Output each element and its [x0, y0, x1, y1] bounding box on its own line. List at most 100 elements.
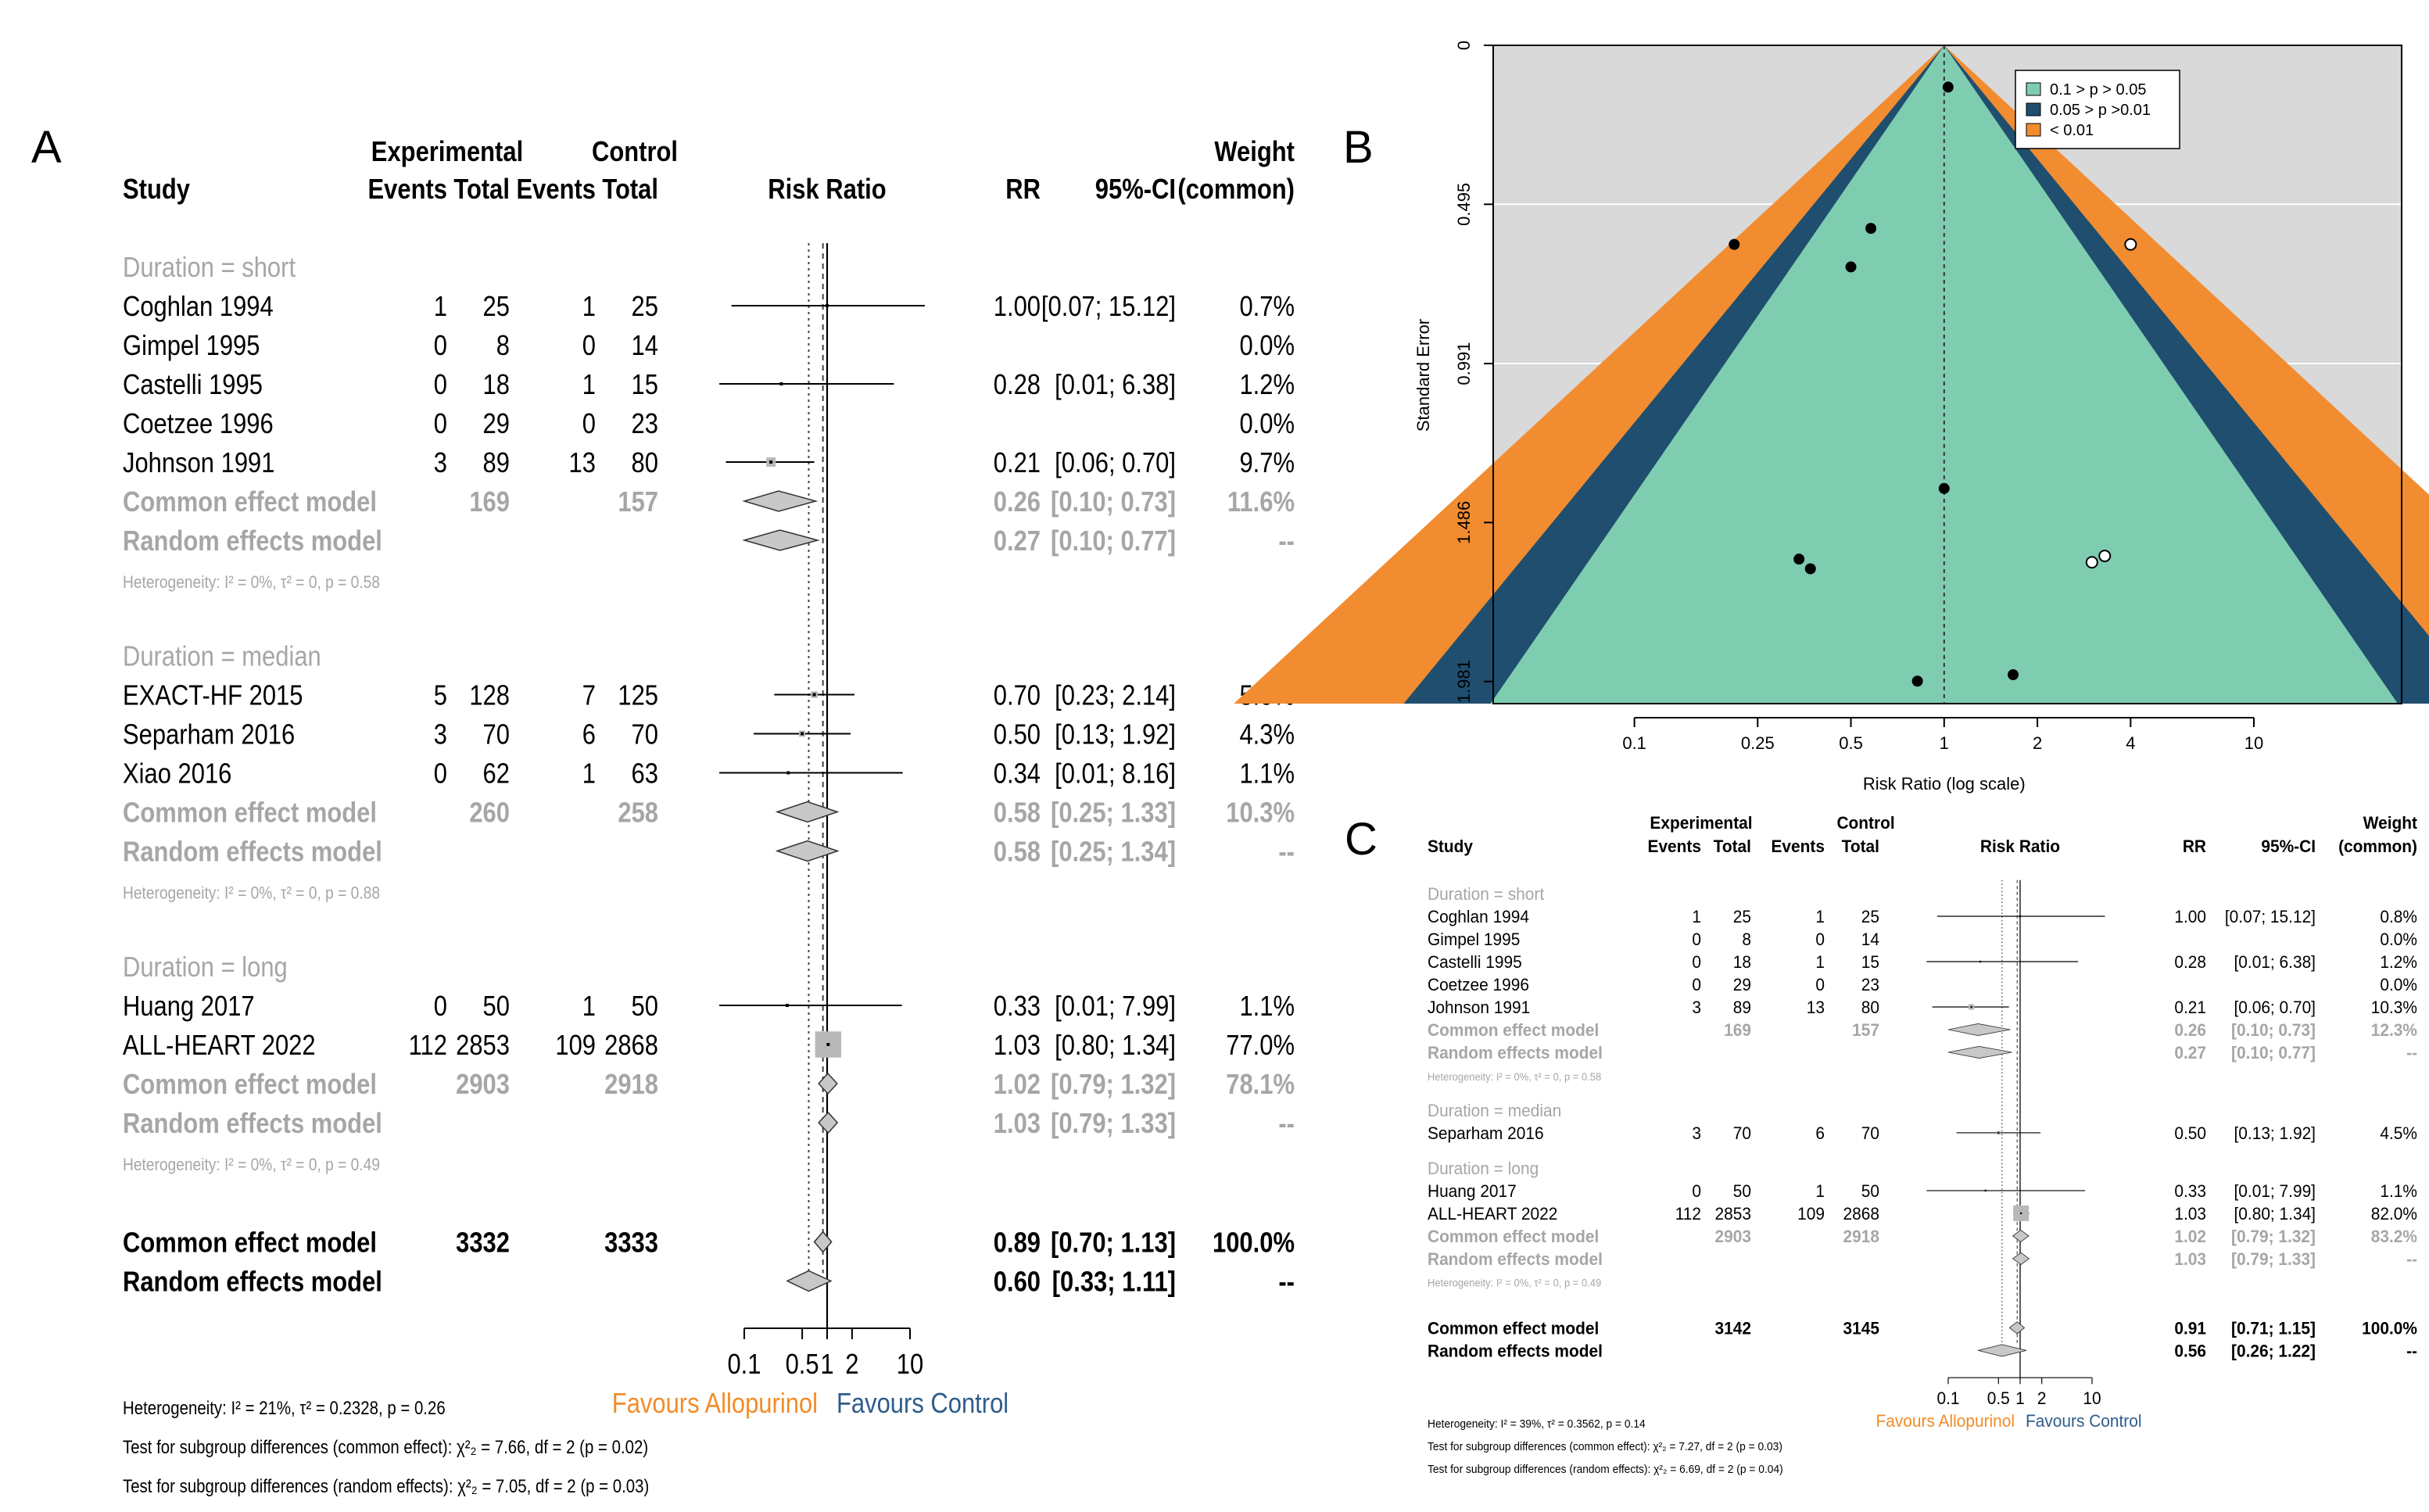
study-point [2020, 1212, 2022, 1215]
weight-value: 82.0% [2371, 1204, 2417, 1224]
header-events-ctl: Events [1772, 837, 1825, 857]
rr-value: 0.33 [2174, 1181, 2206, 1201]
ctl-total: 70 [632, 719, 658, 751]
rr-value: 0.50 [2174, 1123, 2206, 1143]
overall-ocommon-label: Common effect model [1428, 1319, 1599, 1338]
subgroup-weight: -- [1278, 526, 1295, 557]
overall-rr: 0.91 [2174, 1319, 2206, 1338]
study-point [1970, 1005, 1972, 1009]
ci-value: [0.06; 0.70] [1055, 448, 1176, 479]
subgroup-ci: [0.10; 0.73] [1051, 487, 1176, 518]
subgroup-heterogeneity: Heterogeneity: I² = 0%, τ² = 0, p = 0.88 [123, 883, 380, 903]
exp-events: 3 [434, 719, 447, 751]
random-label: Random effects model [123, 1109, 382, 1140]
y-tick-label: 0.495 [1454, 183, 1474, 226]
ctl-events: 6 [582, 719, 596, 751]
ctl-events: 109 [555, 1030, 596, 1062]
subgroup-title: Duration = short [1428, 884, 1544, 904]
x-tick-label: 2 [2037, 1388, 2047, 1408]
ci-value: [0.01; 7.99] [2234, 1181, 2316, 1201]
study-name: EXACT-HF 2015 [123, 680, 303, 711]
subgroup-title: Duration = long [123, 952, 288, 984]
ctl-events: 1 [582, 292, 596, 323]
header-events-exp: Events [368, 174, 447, 206]
exp-total: 89 [483, 448, 510, 479]
exp-events: 5 [434, 680, 447, 711]
subgroup-rr: 1.02 [2174, 1227, 2206, 1246]
exp-total: 128 [469, 680, 510, 711]
rr-value: 0.21 [994, 448, 1041, 479]
study-name: Johnson 1991 [1428, 998, 1530, 1017]
subgroup-ci: [0.25; 1.34] [1051, 837, 1176, 868]
subgroup-weight: -- [2406, 1249, 2417, 1269]
ctl-events: 1 [1815, 1181, 1825, 1201]
subgroup-rr: 1.03 [2174, 1249, 2206, 1269]
study-point [2008, 669, 2019, 681]
exp-events: 112 [1675, 1204, 1701, 1224]
x-axis-label: Risk Ratio (log scale) [1863, 774, 2026, 794]
study-point [1938, 482, 1950, 494]
ctl-total: 125 [618, 680, 658, 711]
header-events-exp: Events [1648, 837, 1702, 857]
ctl-events: 13 [569, 448, 596, 479]
legend-swatch [2026, 82, 2041, 96]
header-study: Study [1428, 837, 1473, 857]
favours-control: Favours Control [837, 1388, 1009, 1420]
header-rr: RR [2183, 837, 2207, 857]
ctl-events: 0 [1815, 930, 1825, 949]
exp-total: 18 [483, 370, 510, 401]
ctl-events: 1 [582, 370, 596, 401]
subgroup-exp-total: 260 [469, 797, 510, 829]
y-tick-label: 1.981 [1454, 660, 1474, 703]
ctl-total: 80 [1861, 998, 1879, 1017]
overall-ci: [0.70; 1.13] [1051, 1227, 1176, 1259]
rr-value: 0.21 [2174, 998, 2206, 1017]
weight-value: 1.1% [2380, 1181, 2417, 1201]
ctl-total: 70 [1861, 1123, 1879, 1143]
ctl-total: 23 [632, 409, 658, 440]
header-total-exp: Total [453, 174, 510, 206]
header-weight-common: (common) [1177, 174, 1295, 206]
header-control: Control [592, 137, 678, 168]
ctl-total: 80 [632, 448, 658, 479]
exp-total: 2853 [456, 1030, 510, 1062]
overall-diamond [813, 1231, 833, 1253]
exp-total: 29 [483, 409, 510, 440]
subgroup-ci: [0.79; 1.33] [1051, 1109, 1176, 1140]
y-tick-label: 0.991 [1454, 342, 1474, 385]
study-point [1984, 1189, 1987, 1192]
ctl-events: 1 [1815, 907, 1825, 926]
study-point [826, 304, 829, 307]
header-events-ctl: Events [517, 174, 596, 206]
exp-events: 0 [434, 331, 447, 362]
exp-events: 0 [434, 409, 447, 440]
exp-total: 50 [483, 991, 510, 1023]
common-label: Common effect model [123, 487, 377, 518]
subgroup-rr: 0.26 [994, 487, 1041, 518]
subgroup-rr: 0.26 [2174, 1020, 2206, 1040]
subgroup-exp-total: 169 [469, 487, 510, 518]
weight-value: 0.0% [2380, 975, 2417, 994]
x-tick-label: 2 [845, 1349, 858, 1381]
header-total-ctl: Total [1842, 837, 1879, 857]
x-tick-label: 2 [2033, 733, 2042, 753]
rr-value: 0.33 [994, 991, 1041, 1023]
subgroup-ctl-total: 2918 [1843, 1227, 1880, 1246]
exp-events: 0 [1692, 952, 1701, 972]
x-tick-label: 0.5 [786, 1349, 819, 1381]
study-name: Huang 2017 [123, 991, 255, 1023]
random-label: Random effects model [1428, 1043, 1603, 1062]
rr-value: 0.28 [994, 370, 1041, 401]
header-experimental: Experimental [1650, 814, 1752, 833]
legend-box [2015, 70, 2180, 149]
subgroup-heterogeneity: Heterogeneity: I² = 0%, τ² = 0, p = 0.49 [1428, 1277, 1601, 1288]
study-point [769, 460, 773, 464]
study-point [1979, 960, 1982, 963]
exp-total: 8 [1742, 930, 1751, 949]
study-name: Castelli 1995 [123, 370, 263, 401]
exp-events: 0 [1692, 930, 1701, 949]
subgroup-diamond [1947, 1046, 2012, 1059]
study-name: Coetzee 1996 [1428, 975, 1529, 994]
ctl-total: 50 [1861, 1181, 1879, 1201]
overall-rr: 0.60 [994, 1267, 1041, 1298]
